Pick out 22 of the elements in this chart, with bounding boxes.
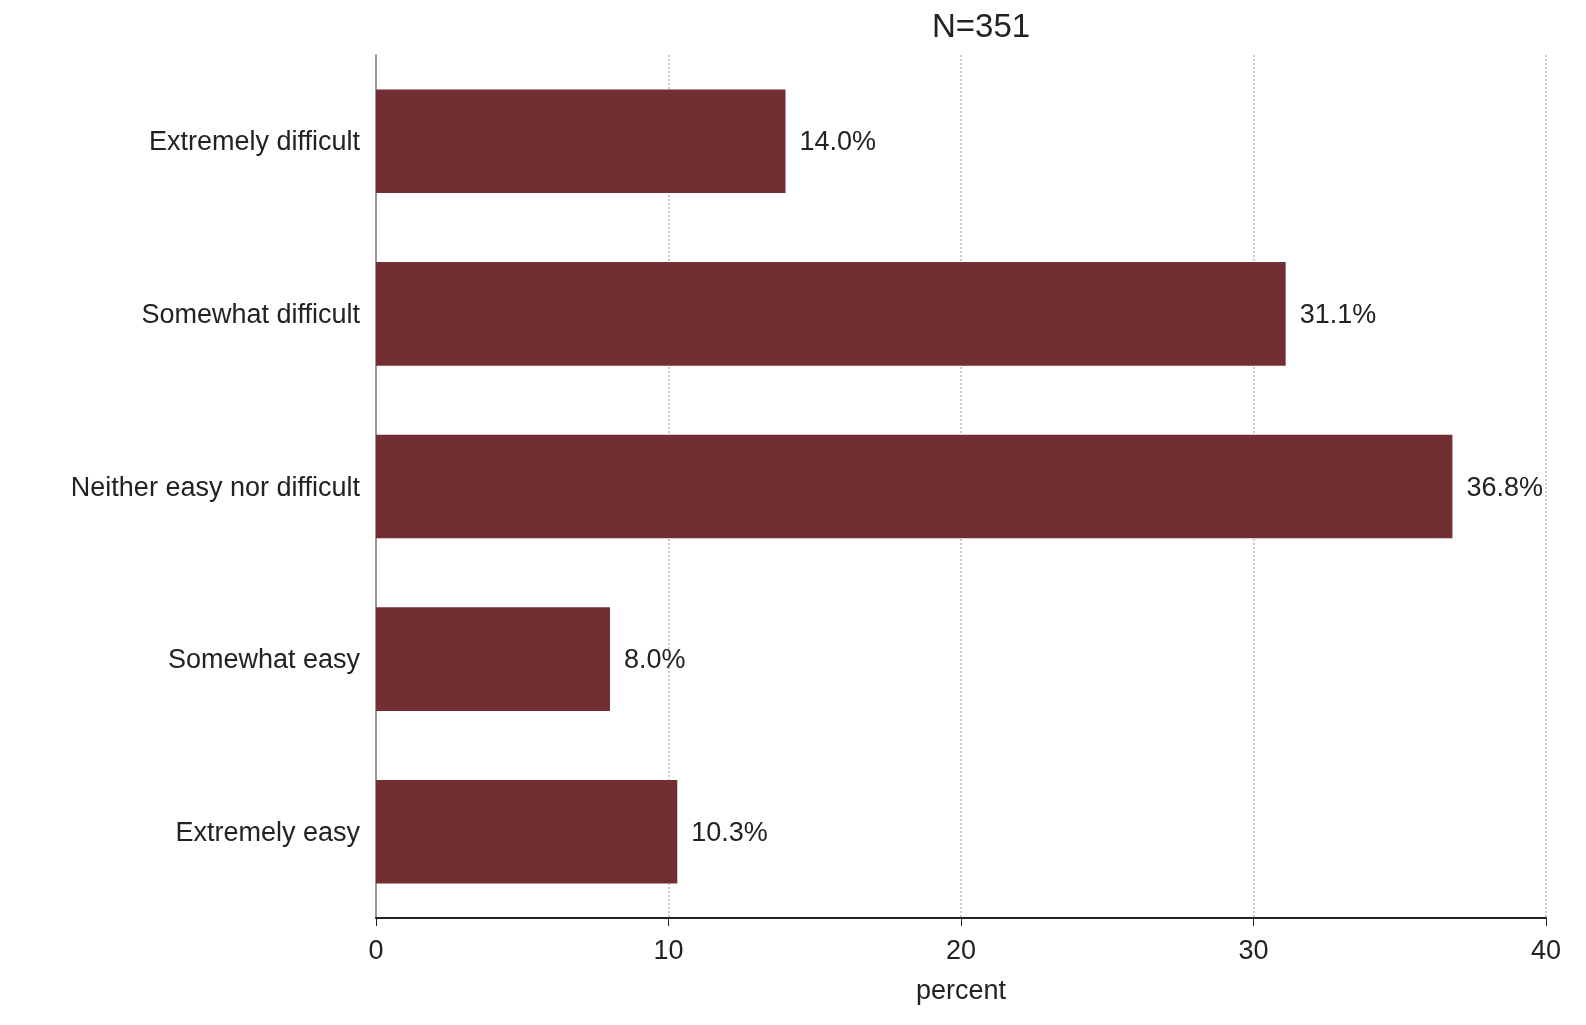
y-tick-label: Extremely easy	[175, 816, 361, 847]
x-tick-label: 40	[1530, 934, 1562, 965]
bar	[376, 89, 786, 194]
bar	[376, 779, 678, 884]
bar	[376, 262, 1286, 366]
x-tick-label: 20	[945, 934, 977, 965]
data-label: 10.3%	[691, 816, 768, 847]
bar	[376, 607, 610, 711]
y-tick-label: Neither easy nor difficult	[70, 471, 361, 502]
data-label: 36.8%	[1466, 471, 1543, 502]
data-label: 14.0%	[799, 126, 877, 157]
y-tick-label: Extremely difficult	[148, 126, 361, 157]
bar	[376, 434, 1453, 539]
x-tick-label: 30	[1238, 934, 1269, 965]
data-label: 8.0%	[624, 644, 686, 675]
x-tick-label: 0	[368, 934, 384, 965]
y-tick-label: Somewhat easy	[167, 644, 361, 675]
x-axis-title: percent	[915, 974, 1007, 1005]
chart-title: N=351	[931, 7, 1031, 44]
x-tick-label: 10	[653, 934, 684, 965]
data-label: 31.1%	[1299, 298, 1377, 329]
y-tick-label: Somewhat difficult	[141, 298, 361, 329]
